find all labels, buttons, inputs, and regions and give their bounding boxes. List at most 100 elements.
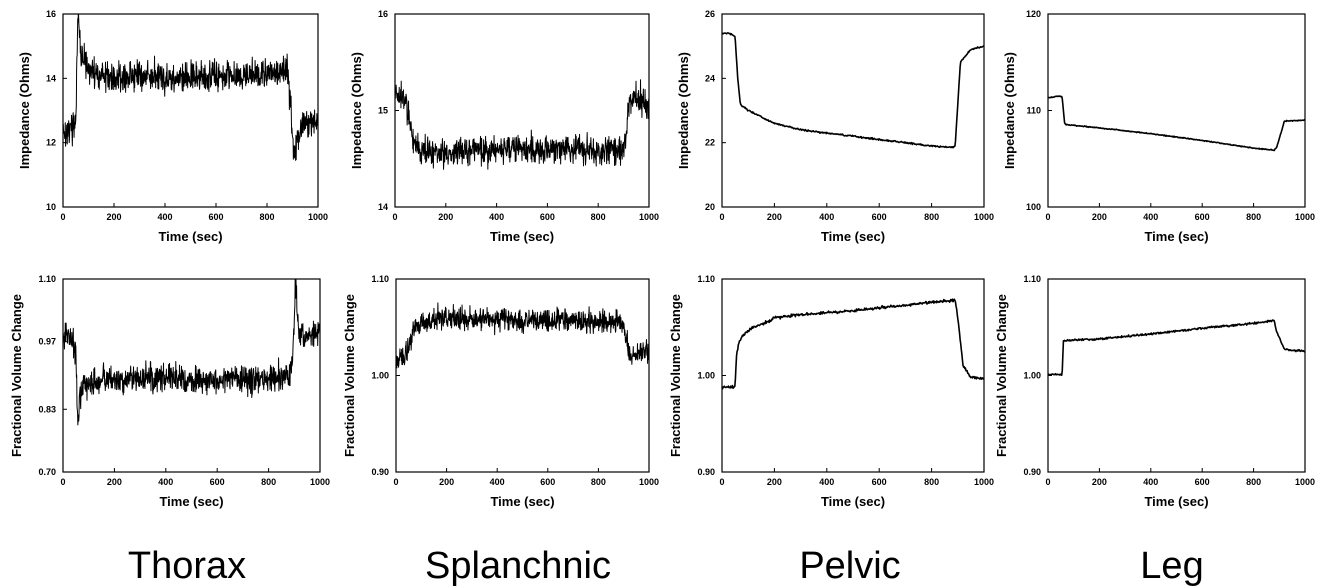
chart-pelvic-impedance: 0 200 400 600 800 1000 20 22 24 26 Time (sec) Imped… [676,9,994,244]
x-tick-label: 1000 [974,477,994,487]
x-axis-label: Time (sec) [490,229,554,244]
y-tick-label: 14 [46,73,56,83]
x-tick-label: 200 [1092,477,1107,487]
chart-leg-impedance: 0 200 400 600 800 1000 100 110 120 Time (sec) Impe… [1002,9,1315,244]
y-tick-label: 1.10 [697,274,715,284]
x-axis-label: Time (sec) [821,494,885,509]
x-tick-label: 1000 [974,212,994,222]
y-tick-label: 16 [378,9,388,19]
plot-frame [62,278,321,473]
column-title-pelvic: Pelvic [799,545,900,587]
x-tick-label: 1000 [308,212,328,222]
x-tick-label: 400 [819,212,834,222]
chart-leg-volume: 0 200 400 600 800 1000 0.90 1.00 1.10 Time (sec) F… [994,274,1315,509]
x-tick-label: 800 [261,477,276,487]
plot-frame [721,278,985,473]
x-axis-label: Time (sec) [1144,494,1208,509]
x-tick-label: 400 [490,477,505,487]
x-tick-label: 1000 [310,477,330,487]
chart-thorax-impedance: 0 200 400 600 800 1000 10 12 14 16 Time (sec) Imped… [17,9,328,244]
x-tick-label: 200 [439,477,454,487]
y-tick-label: 0.90 [697,467,715,477]
x-tick-label: 0 [1045,477,1050,487]
x-tick-label: 0 [719,212,724,222]
y-tick-label: 22 [705,138,715,148]
x-tick-label: 800 [591,477,606,487]
x-tick-label: 200 [107,477,122,487]
x-tick-label: 200 [767,212,782,222]
chart-splanchnic-impedance: 0 200 400 600 800 1000 14 15 16 Time (sec) Impedan… [349,9,659,244]
y-tick-label: 14 [378,202,388,212]
x-tick-label: 800 [591,212,606,222]
y-axis-label: Fractional Volume Change [342,294,357,457]
data-trace [394,79,650,170]
x-tick-label: 800 [1246,212,1261,222]
data-trace [62,13,319,161]
x-tick-label: 600 [1195,477,1210,487]
column-title-thorax: Thorax [128,545,246,587]
y-tick-label: 1.00 [371,371,389,381]
y-tick-label: 100 [1026,202,1041,212]
data-trace [1047,319,1306,377]
chart-pelvic-volume: 0 200 400 600 800 1000 0.90 1.00 1.10 Time (sec) F… [668,274,994,509]
chart-splanchnic-volume: 0 200 400 600 800 1000 0.90 1.00 1.10 Time (sec) F… [342,274,659,509]
data-trace [721,298,985,390]
y-axis-label: Fractional Volume Change [9,294,24,457]
y-tick-label: 1.10 [38,274,56,284]
y-axis-label: Impedance (Ohms) [676,52,691,169]
y-axis-label: Fractional Volume Change [994,294,1009,457]
x-tick-label: 1000 [1295,477,1315,487]
y-tick-label: 1.00 [1023,371,1041,381]
y-tick-label: 120 [1026,9,1041,19]
y-tick-label: 20 [705,202,715,212]
y-tick-label: 0.90 [1023,467,1041,477]
x-axis-label: Time (sec) [490,494,554,509]
column-title-splanchnic: Splanchnic [425,545,611,587]
plot-frame [62,13,319,208]
data-trace [395,302,650,369]
y-tick-label: 16 [46,9,56,19]
y-axis-label: Impedance (Ohms) [1002,52,1017,169]
plot-frame [721,13,985,208]
x-axis-label: Time (sec) [821,229,885,244]
x-tick-label: 400 [819,477,834,487]
x-tick-label: 600 [210,477,225,487]
x-tick-label: 600 [1195,212,1210,222]
x-tick-label: 0 [392,212,397,222]
y-tick-label: 0.83 [38,404,56,414]
x-tick-label: 800 [924,212,939,222]
x-tick-label: 200 [767,477,782,487]
x-tick-label: 800 [1246,477,1261,487]
x-tick-label: 600 [540,477,555,487]
x-tick-label: 1000 [639,212,659,222]
x-tick-label: 600 [872,477,887,487]
x-tick-label: 0 [393,477,398,487]
y-tick-label: 15 [378,106,388,116]
y-tick-label: 12 [46,138,56,148]
y-tick-label: 0.70 [38,467,56,477]
x-tick-label: 200 [1092,212,1107,222]
x-tick-label: 400 [1143,477,1158,487]
data-trace [62,278,321,426]
x-tick-label: 200 [438,212,453,222]
x-tick-label: 200 [106,212,121,222]
x-tick-label: 0 [60,212,65,222]
column-title-leg: Leg [1140,545,1203,587]
y-tick-label: 1.00 [697,371,715,381]
x-tick-label: 800 [924,477,939,487]
x-tick-label: 0 [719,477,724,487]
y-axis-label: Impedance (Ohms) [349,52,364,169]
x-tick-label: 400 [157,212,172,222]
x-tick-label: 400 [158,477,173,487]
x-tick-label: 400 [489,212,504,222]
y-tick-label: 10 [46,202,56,212]
y-tick-label: 24 [705,73,715,83]
chart-thorax-volume: 0 200 400 600 800 1000 0.70 0.83 0.97 1.10 Time (s… [9,274,330,509]
x-tick-label: 800 [259,212,274,222]
y-tick-label: 110 [1026,106,1041,116]
plot-frame [1047,13,1306,208]
x-tick-label: 1000 [639,477,659,487]
y-axis-label: Fractional Volume Change [668,294,683,457]
